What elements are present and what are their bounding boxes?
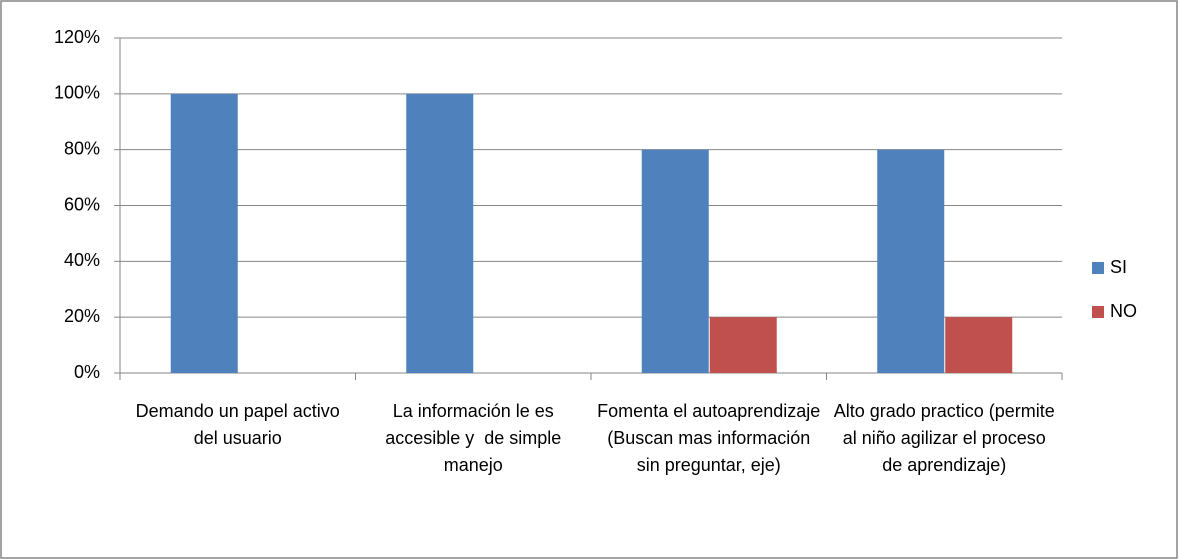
- y-tick-label: 40%: [64, 250, 100, 270]
- x-tick-label: Fomenta el autoaprendizaje (Buscan mas i…: [597, 401, 821, 475]
- bar: [945, 317, 1013, 373]
- y-tick-label: 60%: [64, 194, 100, 214]
- legend-swatch: [1092, 262, 1104, 274]
- x-tick-label: La información le es accesible y de simp…: [385, 401, 567, 475]
- bar: [170, 93, 238, 373]
- y-tick-label: 100%: [54, 83, 100, 103]
- legend-swatch: [1092, 306, 1104, 318]
- legend-label: NO: [1110, 301, 1137, 321]
- y-tick-label: 80%: [64, 138, 100, 158]
- y-tick-label: 20%: [64, 306, 100, 326]
- x-tick-label: Demando un papel activo del usuario: [135, 401, 345, 448]
- y-tick-label: 120%: [54, 27, 100, 47]
- legend-label: SI: [1110, 257, 1127, 277]
- bar: [641, 149, 709, 373]
- y-tick-label: 0%: [74, 362, 100, 382]
- bar: [877, 149, 945, 373]
- x-tick-label: Alto grado practico (permite al niño agi…: [833, 401, 1055, 475]
- bar: [406, 93, 474, 373]
- bar: [709, 317, 777, 373]
